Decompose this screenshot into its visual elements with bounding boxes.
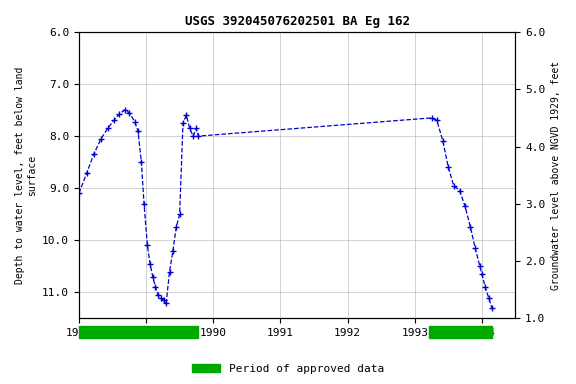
Legend: Period of approved data: Period of approved data (188, 359, 388, 379)
Bar (79, 326, 199, 338)
Bar (430, 326, 492, 338)
Y-axis label: Groundwater level above NGVD 1929, feet: Groundwater level above NGVD 1929, feet (551, 61, 561, 290)
Title: USGS 392045076202501 BA Eg 162: USGS 392045076202501 BA Eg 162 (185, 15, 410, 28)
Y-axis label: Depth to water level, feet below land
surface: Depth to water level, feet below land su… (15, 66, 37, 284)
